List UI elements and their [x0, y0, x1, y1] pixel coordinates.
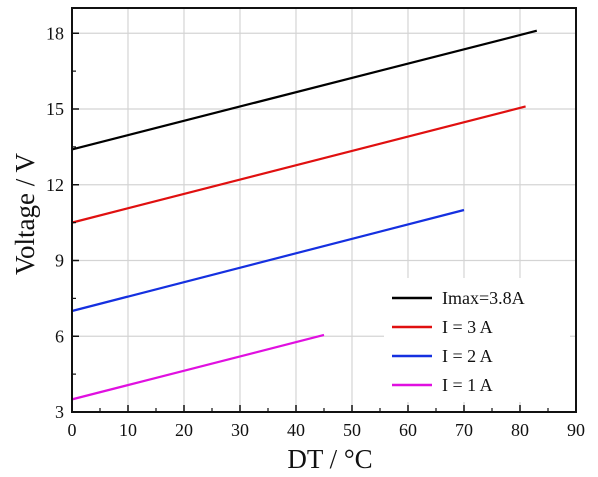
- y-tick-label: 6: [55, 326, 64, 346]
- legend-label: I = 2 A: [442, 346, 493, 366]
- x-tick-label: 40: [287, 420, 305, 440]
- series-line: [71, 208, 465, 313]
- legend-label: Imax=3.8A: [442, 288, 525, 308]
- x-tick-label: 30: [231, 420, 249, 440]
- x-tick-label: 0: [68, 420, 77, 440]
- grid-lines: [72, 8, 576, 412]
- x-axis-title: DT / °C: [287, 444, 372, 474]
- x-tick-label: 10: [119, 420, 137, 440]
- tick-marks: [71, 32, 577, 413]
- y-tick-label: 9: [55, 251, 64, 271]
- x-tick-label: 70: [455, 420, 473, 440]
- series-lines: [71, 29, 538, 401]
- y-tick-label: 12: [46, 175, 64, 195]
- series-line: [71, 29, 538, 151]
- legend-label: I = 3 A: [442, 317, 493, 337]
- y-tick-labels: 3 6 9 12 15 18: [46, 23, 64, 422]
- x-tick-labels: 0 10 20 30 40 50 60 70 80 90: [68, 420, 586, 440]
- x-tick-label: 60: [399, 420, 417, 440]
- y-axis-title: Voltage / V: [10, 153, 40, 276]
- x-tick-label: 80: [511, 420, 529, 440]
- y-tick-label: 18: [46, 23, 64, 43]
- legend-label: I = 1 A: [442, 375, 493, 395]
- y-tick-label: 3: [55, 402, 64, 422]
- x-tick-label: 90: [567, 420, 585, 440]
- x-tick-label: 50: [343, 420, 361, 440]
- x-tick-label: 20: [175, 420, 193, 440]
- legend: Imax=3.8A I = 3 A I = 2 A I = 1 A: [384, 278, 570, 402]
- series-line: [71, 105, 526, 224]
- series-line: [71, 333, 325, 401]
- y-tick-label: 15: [46, 99, 64, 119]
